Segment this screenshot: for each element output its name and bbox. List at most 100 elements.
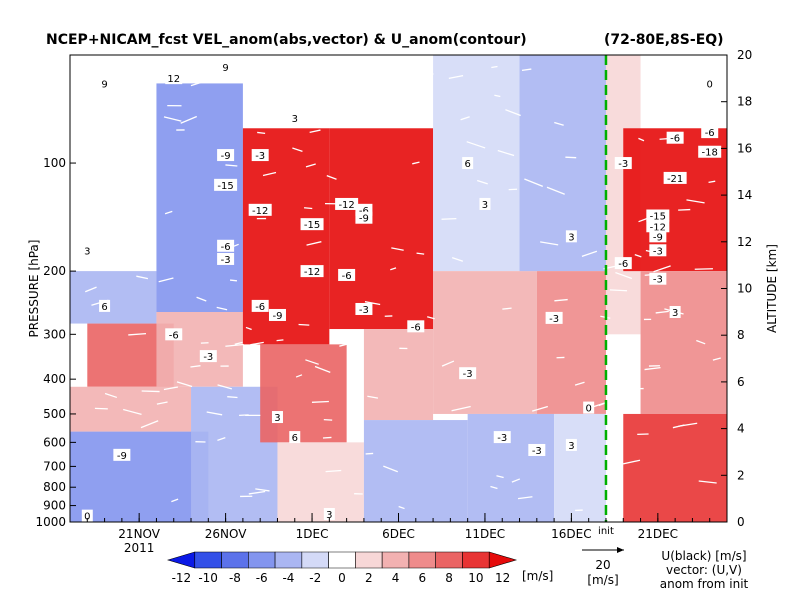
contour-label: -6 <box>618 259 628 270</box>
wind-vector <box>133 126 146 130</box>
contour-label: 3 <box>482 200 488 211</box>
y-tick-label: 100 <box>43 156 66 170</box>
wind-vector <box>180 115 198 124</box>
colorbar-segment <box>488 551 518 569</box>
wind-vector <box>346 113 361 116</box>
y-right-tick-label: 18 <box>737 95 752 109</box>
wind-vector <box>609 289 628 292</box>
wind-vector <box>262 171 277 177</box>
contour-label-box <box>217 239 235 252</box>
wind-vector <box>524 178 544 187</box>
colorbar-tick-label: 10 <box>468 571 483 585</box>
wind-vector <box>248 490 266 495</box>
y-tick-label: 800 <box>43 480 66 494</box>
wind-vector <box>122 93 132 98</box>
wind-vector <box>141 390 160 393</box>
y-tick-label: 400 <box>43 372 66 386</box>
colorbar-tick-label: 0 <box>338 571 346 585</box>
wind-vector <box>460 116 470 121</box>
y-right-tick-label: 20 <box>737 48 752 62</box>
wind-vector <box>511 478 521 483</box>
wind-vector <box>655 310 669 314</box>
wind-vector <box>239 414 249 417</box>
colorbar-tick-label: -12 <box>172 571 192 585</box>
y-axis-label: PRESSURE [hPa] <box>27 240 41 338</box>
shading-cell <box>433 55 520 272</box>
wind-vector <box>123 408 142 415</box>
contour-label: -18 <box>702 148 718 159</box>
colorbar-segment <box>274 551 303 569</box>
contour-label: -12 <box>338 200 354 211</box>
y-tick-label: 200 <box>43 264 66 278</box>
wind-vector <box>298 323 310 326</box>
wind-vector <box>441 217 457 220</box>
contour-label-box <box>99 299 111 312</box>
wind-vector <box>705 64 713 69</box>
wind-vector <box>134 200 147 206</box>
contour-label: 0 <box>585 404 591 415</box>
wind-vector <box>227 396 238 399</box>
contour-label-box <box>355 211 373 224</box>
y-axis-ticks: 100 200 300 400 500 600 700 800 900 1000 <box>35 156 76 529</box>
shading-cell <box>70 386 192 432</box>
contour-label-box <box>81 244 93 257</box>
wind-vector <box>395 75 409 80</box>
wind-vector <box>554 121 564 126</box>
wind-vector <box>311 400 329 403</box>
colorbar-tick-label: 12 <box>495 571 510 585</box>
contour-label: 6 <box>101 302 107 313</box>
y-tick-label: 600 <box>43 435 66 449</box>
y-tick-label: 1000 <box>35 515 66 529</box>
wind-vector <box>164 210 173 215</box>
wind-vector <box>136 275 149 280</box>
colorbar-tick-label: 2 <box>365 571 373 585</box>
wind-vector <box>554 298 568 302</box>
wind-vector <box>427 316 435 320</box>
wind-vector <box>163 386 179 391</box>
wind-vector <box>476 179 488 185</box>
wind-vector <box>621 395 635 403</box>
legend-note-vector: vector: (U,V) <box>666 563 742 577</box>
wind-vector <box>615 271 633 280</box>
wind-vector <box>156 401 168 405</box>
wind-vector <box>581 250 598 258</box>
wind-vector <box>698 480 717 484</box>
contour-label: -15 <box>650 212 666 223</box>
contour-label: -3 <box>359 305 369 316</box>
colorbar-segment <box>194 551 222 569</box>
chart-region: (72-80E,8S-EQ) <box>604 32 724 48</box>
x-tick-label: 26NOV <box>205 527 247 541</box>
contour-label: -9 <box>653 232 663 243</box>
shading-cell <box>277 442 364 522</box>
wind-vector <box>322 436 332 439</box>
wind-vector <box>686 199 705 204</box>
contour-label-box <box>493 431 511 444</box>
contour-label-box <box>268 308 286 321</box>
wind-vector <box>494 94 501 98</box>
colorbar-segment <box>221 551 249 569</box>
wind-vector <box>385 85 395 91</box>
wind-vector <box>521 68 532 72</box>
contour-label-box <box>479 197 491 210</box>
contour-label-box <box>338 268 356 281</box>
colorbar-segment <box>435 551 463 569</box>
wind-vector <box>708 180 716 184</box>
y-right-tick-label: 12 <box>737 235 752 249</box>
wind-vector <box>306 241 322 246</box>
colorbar-tick-label: -4 <box>282 571 294 585</box>
wind-vector <box>696 339 706 345</box>
shading-cell <box>156 83 243 313</box>
wind-vector <box>78 204 90 210</box>
wind-vector <box>326 174 337 180</box>
contour-label-box <box>271 411 283 424</box>
contour-label: -6 <box>670 134 680 145</box>
wind-vector <box>517 496 533 500</box>
contour-label-box <box>407 320 425 333</box>
contour-label-box <box>300 218 324 231</box>
wind-vector <box>412 161 420 165</box>
wind-vector <box>540 241 559 246</box>
contour-label-box <box>199 350 217 363</box>
shading-cell <box>70 55 157 272</box>
